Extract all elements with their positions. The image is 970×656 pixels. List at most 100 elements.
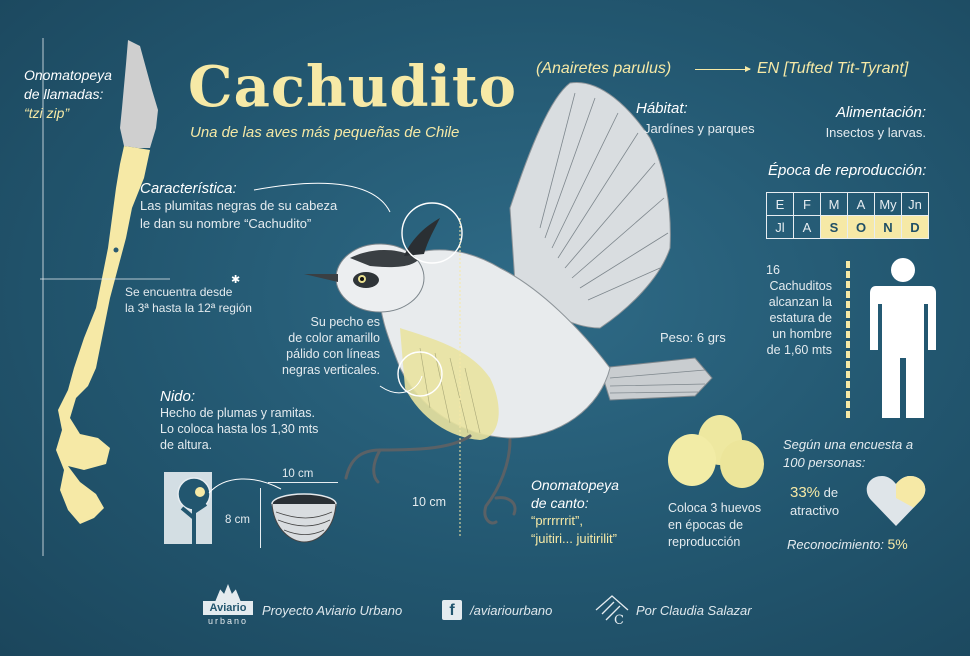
- stature-scale-bar: [846, 260, 850, 420]
- bird-wing: [509, 81, 671, 329]
- page-subtitle: Una de las aves más pequeñas de Chile: [190, 124, 460, 141]
- scale-segment: [846, 271, 850, 278]
- characteristic-text-2: le dan su nombre “Cachudito”: [140, 216, 312, 231]
- arrow-right-icon: [695, 66, 751, 72]
- distribution-text-1: Se encuentra desde: [125, 285, 233, 299]
- facebook-icon[interactable]: f: [442, 600, 462, 620]
- survey-attractive-de: de: [823, 485, 839, 500]
- month-cell: S: [820, 215, 848, 239]
- chest-text-4: negras verticales.: [282, 363, 380, 377]
- calls-heading-2: de llamadas:: [24, 86, 104, 102]
- calls-sound: “tzi zip”: [24, 105, 70, 121]
- scientific-name: (Anairetes parulus): [536, 60, 672, 77]
- scale-segment: [846, 391, 850, 398]
- scale-segment: [846, 371, 850, 378]
- chest-text-3: pálido con líneas: [286, 347, 380, 361]
- song-text-2: “juitiri... juitirilit”: [531, 531, 617, 546]
- month-cell: O: [847, 215, 875, 239]
- scale-segment: [846, 341, 850, 348]
- svg-text:C: C: [614, 613, 624, 626]
- eggs-text-2: en épocas de: [668, 518, 744, 532]
- stature-count: 16: [766, 263, 780, 277]
- scale-segment: [846, 351, 850, 358]
- bird-illustration: [304, 81, 713, 538]
- logo-text-2: urbano: [207, 616, 249, 626]
- song-text-1: “prrrrrrit”,: [531, 513, 583, 528]
- star-marker-icon: ✱: [231, 274, 241, 286]
- footer-project: Proyecto Aviario Urbano: [262, 603, 403, 618]
- breeding-heading: Época de reproducción:: [768, 162, 927, 179]
- page-title: Cachudito: [188, 54, 518, 120]
- survey-attractive-percent: 33%: [790, 484, 821, 501]
- survey-recognition-label: Reconocimiento:: [787, 537, 884, 552]
- heart-chart: [866, 476, 926, 526]
- scale-segment: [846, 381, 850, 388]
- eggs-text-3: reproducción: [668, 535, 741, 549]
- month-cell: My: [874, 192, 902, 216]
- month-cell: Jl: [766, 215, 794, 239]
- month-cell: E: [766, 192, 794, 216]
- bird-beak: [304, 274, 338, 282]
- month-cell: M: [820, 192, 848, 216]
- distribution-text-2: la 3ª hasta la 12ª región: [125, 301, 252, 315]
- author-logo-icon: C: [595, 595, 629, 626]
- survey-recognition-value: 5%: [887, 536, 908, 552]
- month-cell: A: [847, 192, 875, 216]
- eggs-icon: [668, 415, 764, 488]
- chile-range-region: [56, 146, 150, 524]
- eggs-text-1: Coloca 3 huevos: [668, 501, 762, 515]
- nest-heading: Nido:: [160, 388, 196, 405]
- scale-segment: [846, 291, 850, 298]
- english-name: EN [Tufted Tit-Tyrant]: [757, 60, 909, 77]
- bird-belly: [400, 328, 499, 440]
- calls-heading: Onomatopeya: [24, 67, 112, 83]
- stature-text-1: Cachuditos: [769, 279, 832, 293]
- scale-segment: [846, 361, 850, 368]
- food-heading: Alimentación:: [835, 104, 926, 121]
- breeding-calendar: E F M A My Jn Jl A S O N D: [766, 192, 929, 239]
- chile-north-region: [120, 40, 158, 148]
- logo-text-1: Aviario: [203, 601, 253, 615]
- person-icon: [870, 258, 936, 418]
- nest-text-3: de altura.: [160, 438, 213, 452]
- nest-zoom-line: [208, 478, 282, 494]
- bird-tail: [599, 357, 713, 401]
- food-text: Insectos y larvas.: [825, 125, 926, 140]
- survey-text-2: 100 personas:: [783, 455, 866, 470]
- connector-lines: [253, 182, 423, 394]
- scale-segment: [846, 411, 850, 418]
- scale-segment: [846, 301, 850, 308]
- stature-text-5: de 1,60 mts: [766, 343, 832, 357]
- scale-segment: [846, 331, 850, 338]
- footer-author: Por Claudia Salazar: [636, 603, 752, 618]
- stature-text-3: estatura de: [769, 311, 832, 325]
- habitat-heading: Hábitat:: [636, 100, 688, 117]
- scale-segment: [846, 281, 850, 288]
- tree-icon: [164, 472, 212, 544]
- chest-text-1: Su pecho es: [310, 315, 381, 329]
- nest-text-1: Hecho de plumas y ramitas.: [160, 406, 315, 420]
- footer-facebook[interactable]: /aviariourbano: [470, 603, 553, 618]
- aviario-logo: Aviario urbano: [203, 584, 253, 630]
- stature-text-2: alcanzan la: [768, 295, 832, 309]
- survey-attractive-text: atractivo: [790, 503, 840, 518]
- nest-text-2: Lo coloca hasta los 1,30 mts: [160, 422, 319, 436]
- nest-height-label: 8 cm: [225, 514, 250, 526]
- chile-map: [40, 38, 170, 556]
- month-cell: Jn: [901, 192, 929, 216]
- month-cell: A: [793, 215, 821, 239]
- month-cell: F: [793, 192, 821, 216]
- scale-segment: [846, 261, 850, 268]
- song-heading-1: Onomatopeya: [531, 477, 619, 493]
- nest-width-label: 10 cm: [282, 468, 314, 480]
- scale-segment: [846, 311, 850, 318]
- characteristic-text-1: Las plumitas negras de su cabeza: [140, 198, 338, 213]
- bird-crest: [404, 218, 440, 256]
- nest-illustration: [271, 493, 337, 543]
- bird-weight: Peso: 6 grs: [660, 330, 726, 345]
- song-heading-2: de canto:: [531, 495, 589, 511]
- bird-height-label: 10 cm: [412, 495, 447, 509]
- month-cell: N: [874, 215, 902, 239]
- month-cell: D: [901, 215, 929, 239]
- habitat-text: Jardínes y parques: [644, 121, 755, 136]
